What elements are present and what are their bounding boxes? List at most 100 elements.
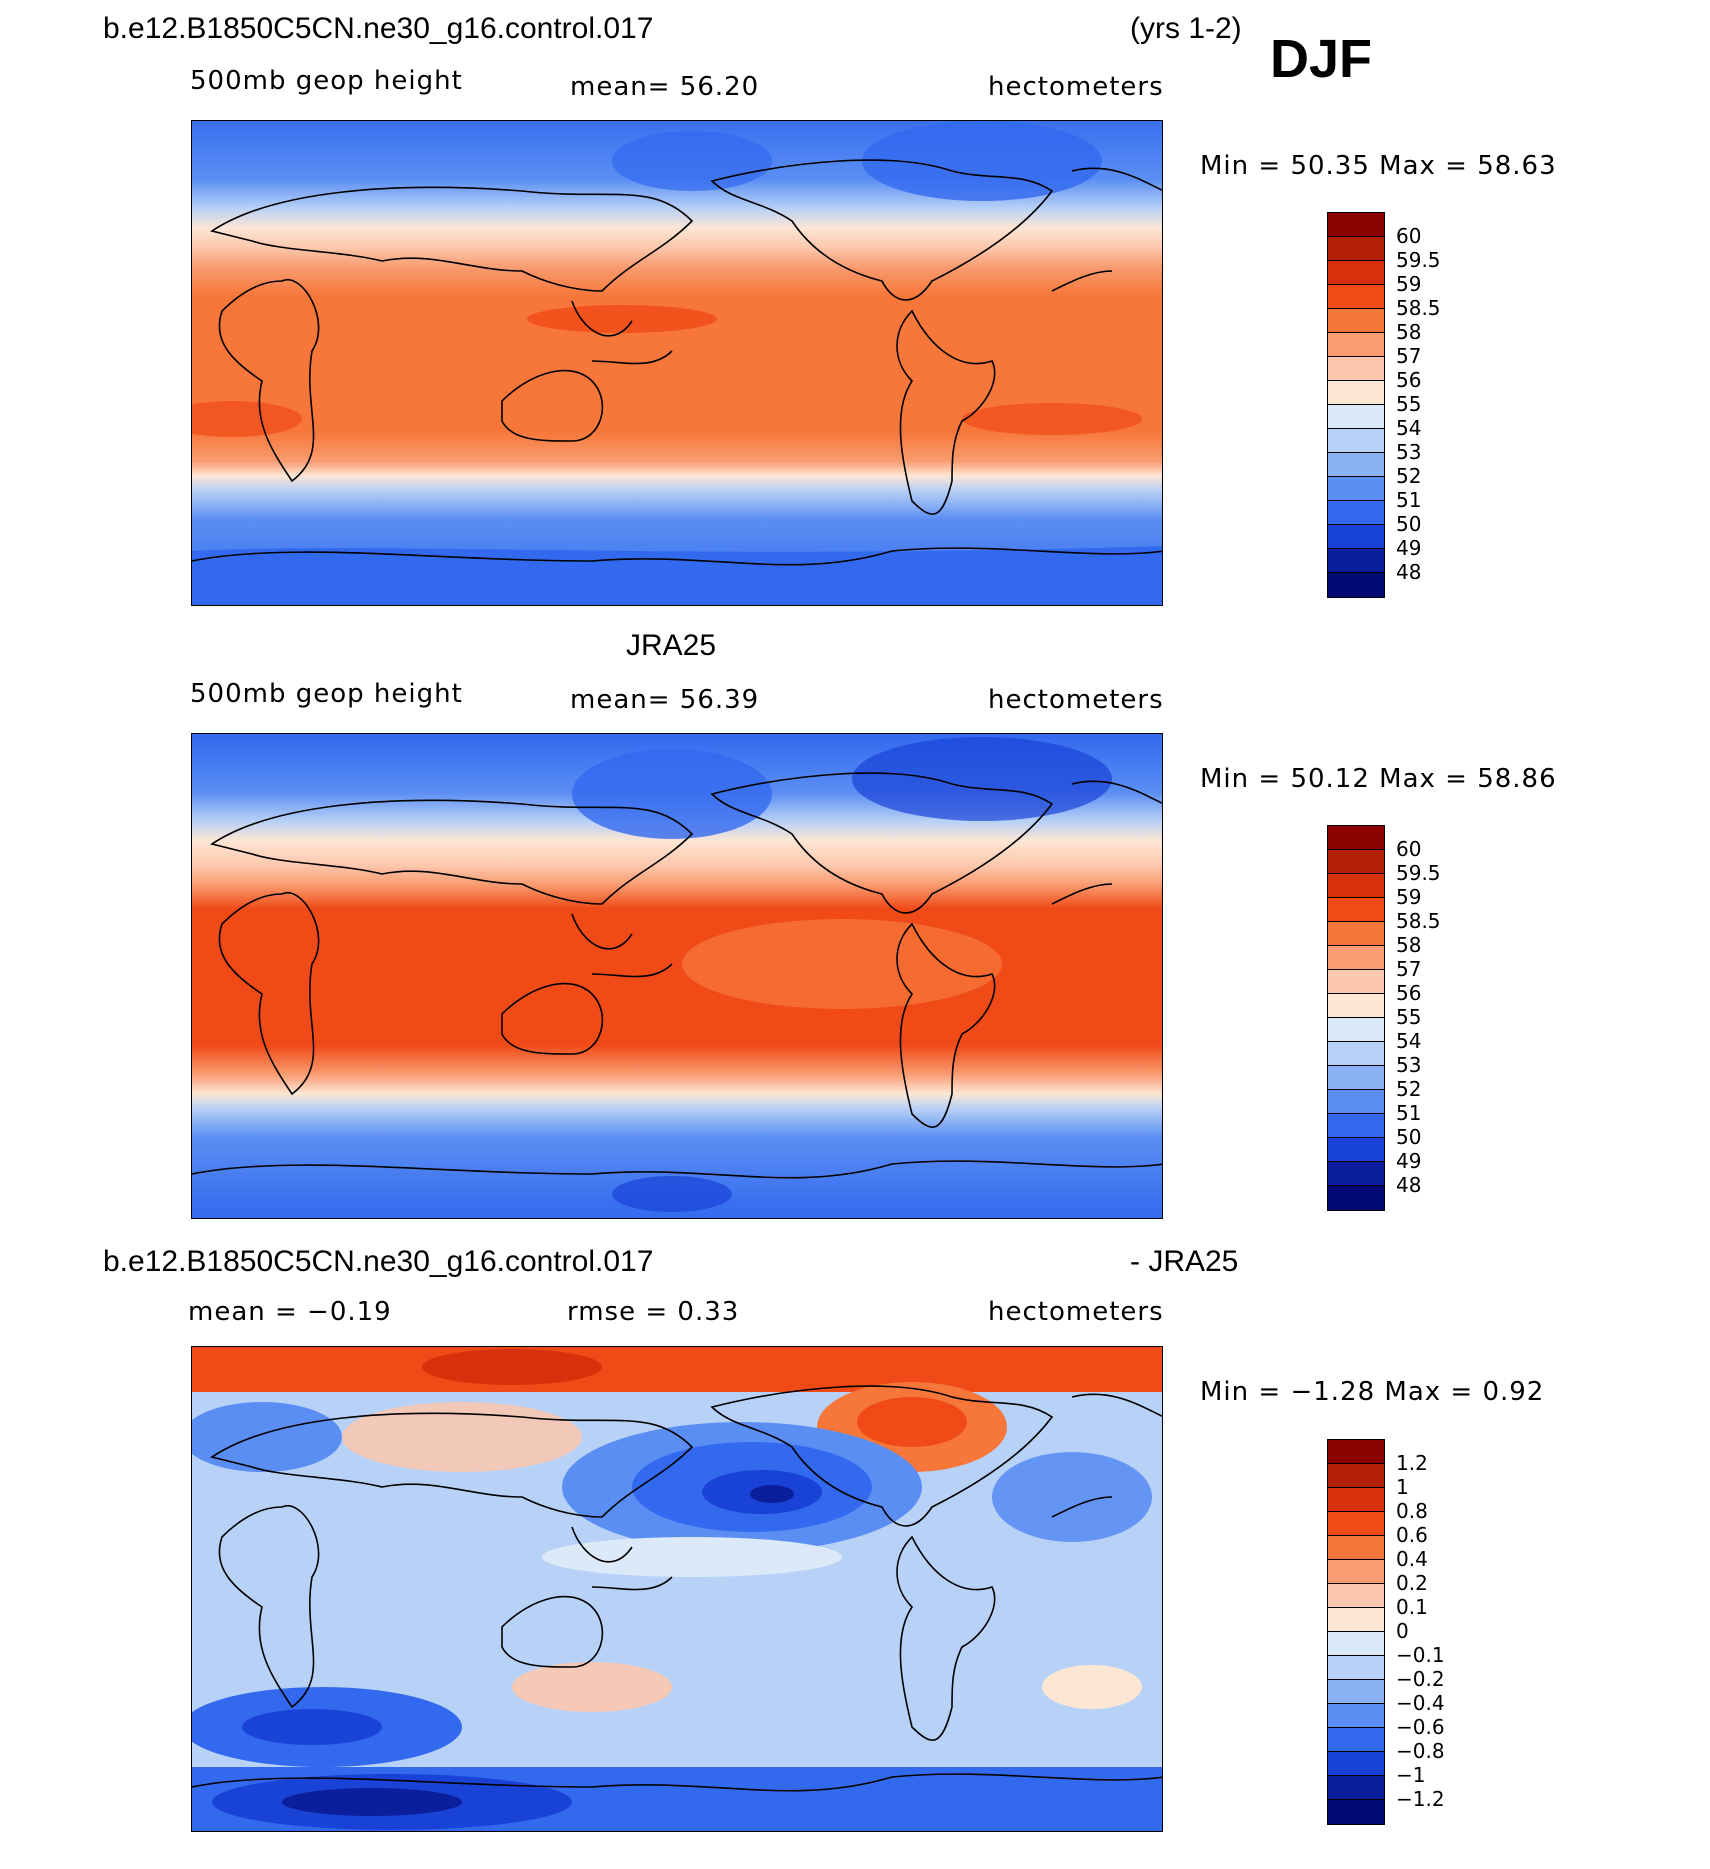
colorbar-label: 56 <box>1396 368 1421 392</box>
colorbar-label: 59 <box>1396 885 1421 909</box>
colorbar-swatch <box>1328 213 1384 237</box>
case-title: b.e12.B1850C5CN.ne30_g16.control.017 <box>103 12 653 46</box>
colorbar-swatch <box>1328 1728 1384 1752</box>
colorbar-label: 48 <box>1396 1173 1421 1197</box>
colorbar-swatch <box>1328 1680 1384 1704</box>
colorbar-swatch <box>1328 1090 1384 1114</box>
panel3-title-right: - JRA25 <box>1130 1245 1238 1279</box>
colorbar-swatch <box>1328 1138 1384 1162</box>
colorbar-label: 58.5 <box>1396 909 1441 933</box>
colorbar-swatch <box>1328 237 1384 261</box>
colorbar-swatch <box>1328 309 1384 333</box>
colorbar-swatch <box>1328 1512 1384 1536</box>
colorbar-label: 52 <box>1396 464 1421 488</box>
colorbar-label: 51 <box>1396 488 1421 512</box>
colorbar-label: 0.2 <box>1396 1571 1428 1595</box>
colorbar-swatch <box>1328 549 1384 573</box>
colorbar-swatch <box>1328 1752 1384 1776</box>
colorbar-swatch <box>1328 1704 1384 1728</box>
panel1-mean: mean= 56.20 <box>570 72 759 102</box>
colorbar-swatch <box>1328 1536 1384 1560</box>
colorbar-swatch <box>1328 970 1384 994</box>
season-label: DJF <box>1270 28 1372 90</box>
colorbar-label: 49 <box>1396 536 1421 560</box>
colorbar-label: 1.2 <box>1396 1451 1428 1475</box>
colorbar-label: −0.1 <box>1396 1643 1445 1667</box>
colorbar-swatch <box>1328 525 1384 549</box>
colorbar-swatch <box>1328 477 1384 501</box>
colorbar-swatch <box>1328 1560 1384 1584</box>
years-label: (yrs 1-2) <box>1130 12 1242 46</box>
panel3-mean: mean = −0.19 <box>188 1297 392 1327</box>
colorbar-swatch <box>1328 1584 1384 1608</box>
colorbar-label: 55 <box>1396 1005 1421 1029</box>
panel2-variable: 500mb geop height <box>190 679 463 709</box>
colorbar-label: 52 <box>1396 1077 1421 1101</box>
colorbar-swatch <box>1328 405 1384 429</box>
colorbar-label: 59 <box>1396 272 1421 296</box>
panel3-colorbar <box>1327 1439 1385 1825</box>
colorbar-swatch <box>1328 1018 1384 1042</box>
colorbar-swatch <box>1328 898 1384 922</box>
colorbar-label: 58 <box>1396 320 1421 344</box>
colorbar-swatch <box>1328 501 1384 525</box>
colorbar-label: 56 <box>1396 981 1421 1005</box>
colorbar-label: 48 <box>1396 560 1421 584</box>
colorbar-label: 0.6 <box>1396 1523 1428 1547</box>
colorbar-swatch <box>1328 453 1384 477</box>
colorbar-label: −1.2 <box>1396 1787 1445 1811</box>
colorbar-swatch <box>1328 357 1384 381</box>
colorbar-label: −0.2 <box>1396 1667 1445 1691</box>
colorbar-swatch <box>1328 1162 1384 1186</box>
colorbar-label: −0.4 <box>1396 1691 1445 1715</box>
colorbar-swatch <box>1328 381 1384 405</box>
colorbar-swatch <box>1328 1066 1384 1090</box>
colorbar-label: 59.5 <box>1396 248 1441 272</box>
colorbar-label: 60 <box>1396 224 1421 248</box>
colorbar-label: 0.8 <box>1396 1499 1428 1523</box>
panel1-colorbar <box>1327 212 1385 598</box>
colorbar-label: 59.5 <box>1396 861 1441 885</box>
panel2-title: JRA25 <box>626 629 716 663</box>
colorbar-swatch <box>1328 1186 1384 1210</box>
colorbar-swatch <box>1328 994 1384 1018</box>
colorbar-label: −0.8 <box>1396 1739 1445 1763</box>
colorbar-swatch <box>1328 1440 1384 1464</box>
panel3-units: hectometers <box>988 1297 1164 1327</box>
panel1-map <box>191 120 1163 606</box>
colorbar-label: 58 <box>1396 933 1421 957</box>
colorbar-swatch <box>1328 573 1384 597</box>
colorbar-swatch <box>1328 850 1384 874</box>
panel2-units: hectometers <box>988 685 1164 715</box>
colorbar-swatch <box>1328 1608 1384 1632</box>
colorbar-label: 53 <box>1396 440 1421 464</box>
colorbar-swatch <box>1328 1488 1384 1512</box>
colorbar-label: 58.5 <box>1396 296 1441 320</box>
colorbar-label: −1 <box>1396 1763 1425 1787</box>
colorbar-swatch <box>1328 1464 1384 1488</box>
panel1-variable: 500mb geop height <box>190 66 463 96</box>
panel3-rmse: rmse = 0.33 <box>567 1297 739 1327</box>
colorbar-label: 57 <box>1396 957 1421 981</box>
panel2-colorbar <box>1327 825 1385 1211</box>
colorbar-label: 60 <box>1396 837 1421 861</box>
colorbar-swatch <box>1328 429 1384 453</box>
panel1-minmax: Min = 50.35 Max = 58.63 <box>1200 151 1557 181</box>
colorbar-label: 1 <box>1396 1475 1409 1499</box>
panel3-map <box>191 1346 1163 1832</box>
panel3-title-left: b.e12.B1850C5CN.ne30_g16.control.017 <box>103 1245 653 1279</box>
colorbar-label: 0.4 <box>1396 1547 1428 1571</box>
colorbar-label: 57 <box>1396 344 1421 368</box>
colorbar-swatch <box>1328 946 1384 970</box>
colorbar-label: 54 <box>1396 1029 1421 1053</box>
colorbar-swatch <box>1328 1632 1384 1656</box>
colorbar-label: 49 <box>1396 1149 1421 1173</box>
colorbar-swatch <box>1328 285 1384 309</box>
colorbar-swatch <box>1328 1800 1384 1824</box>
colorbar-label: 50 <box>1396 512 1421 536</box>
colorbar-label: 0 <box>1396 1619 1409 1643</box>
panel2-map <box>191 733 1163 1219</box>
colorbar-label: 53 <box>1396 1053 1421 1077</box>
colorbar-swatch <box>1328 1114 1384 1138</box>
panel2-minmax: Min = 50.12 Max = 58.86 <box>1200 764 1557 794</box>
